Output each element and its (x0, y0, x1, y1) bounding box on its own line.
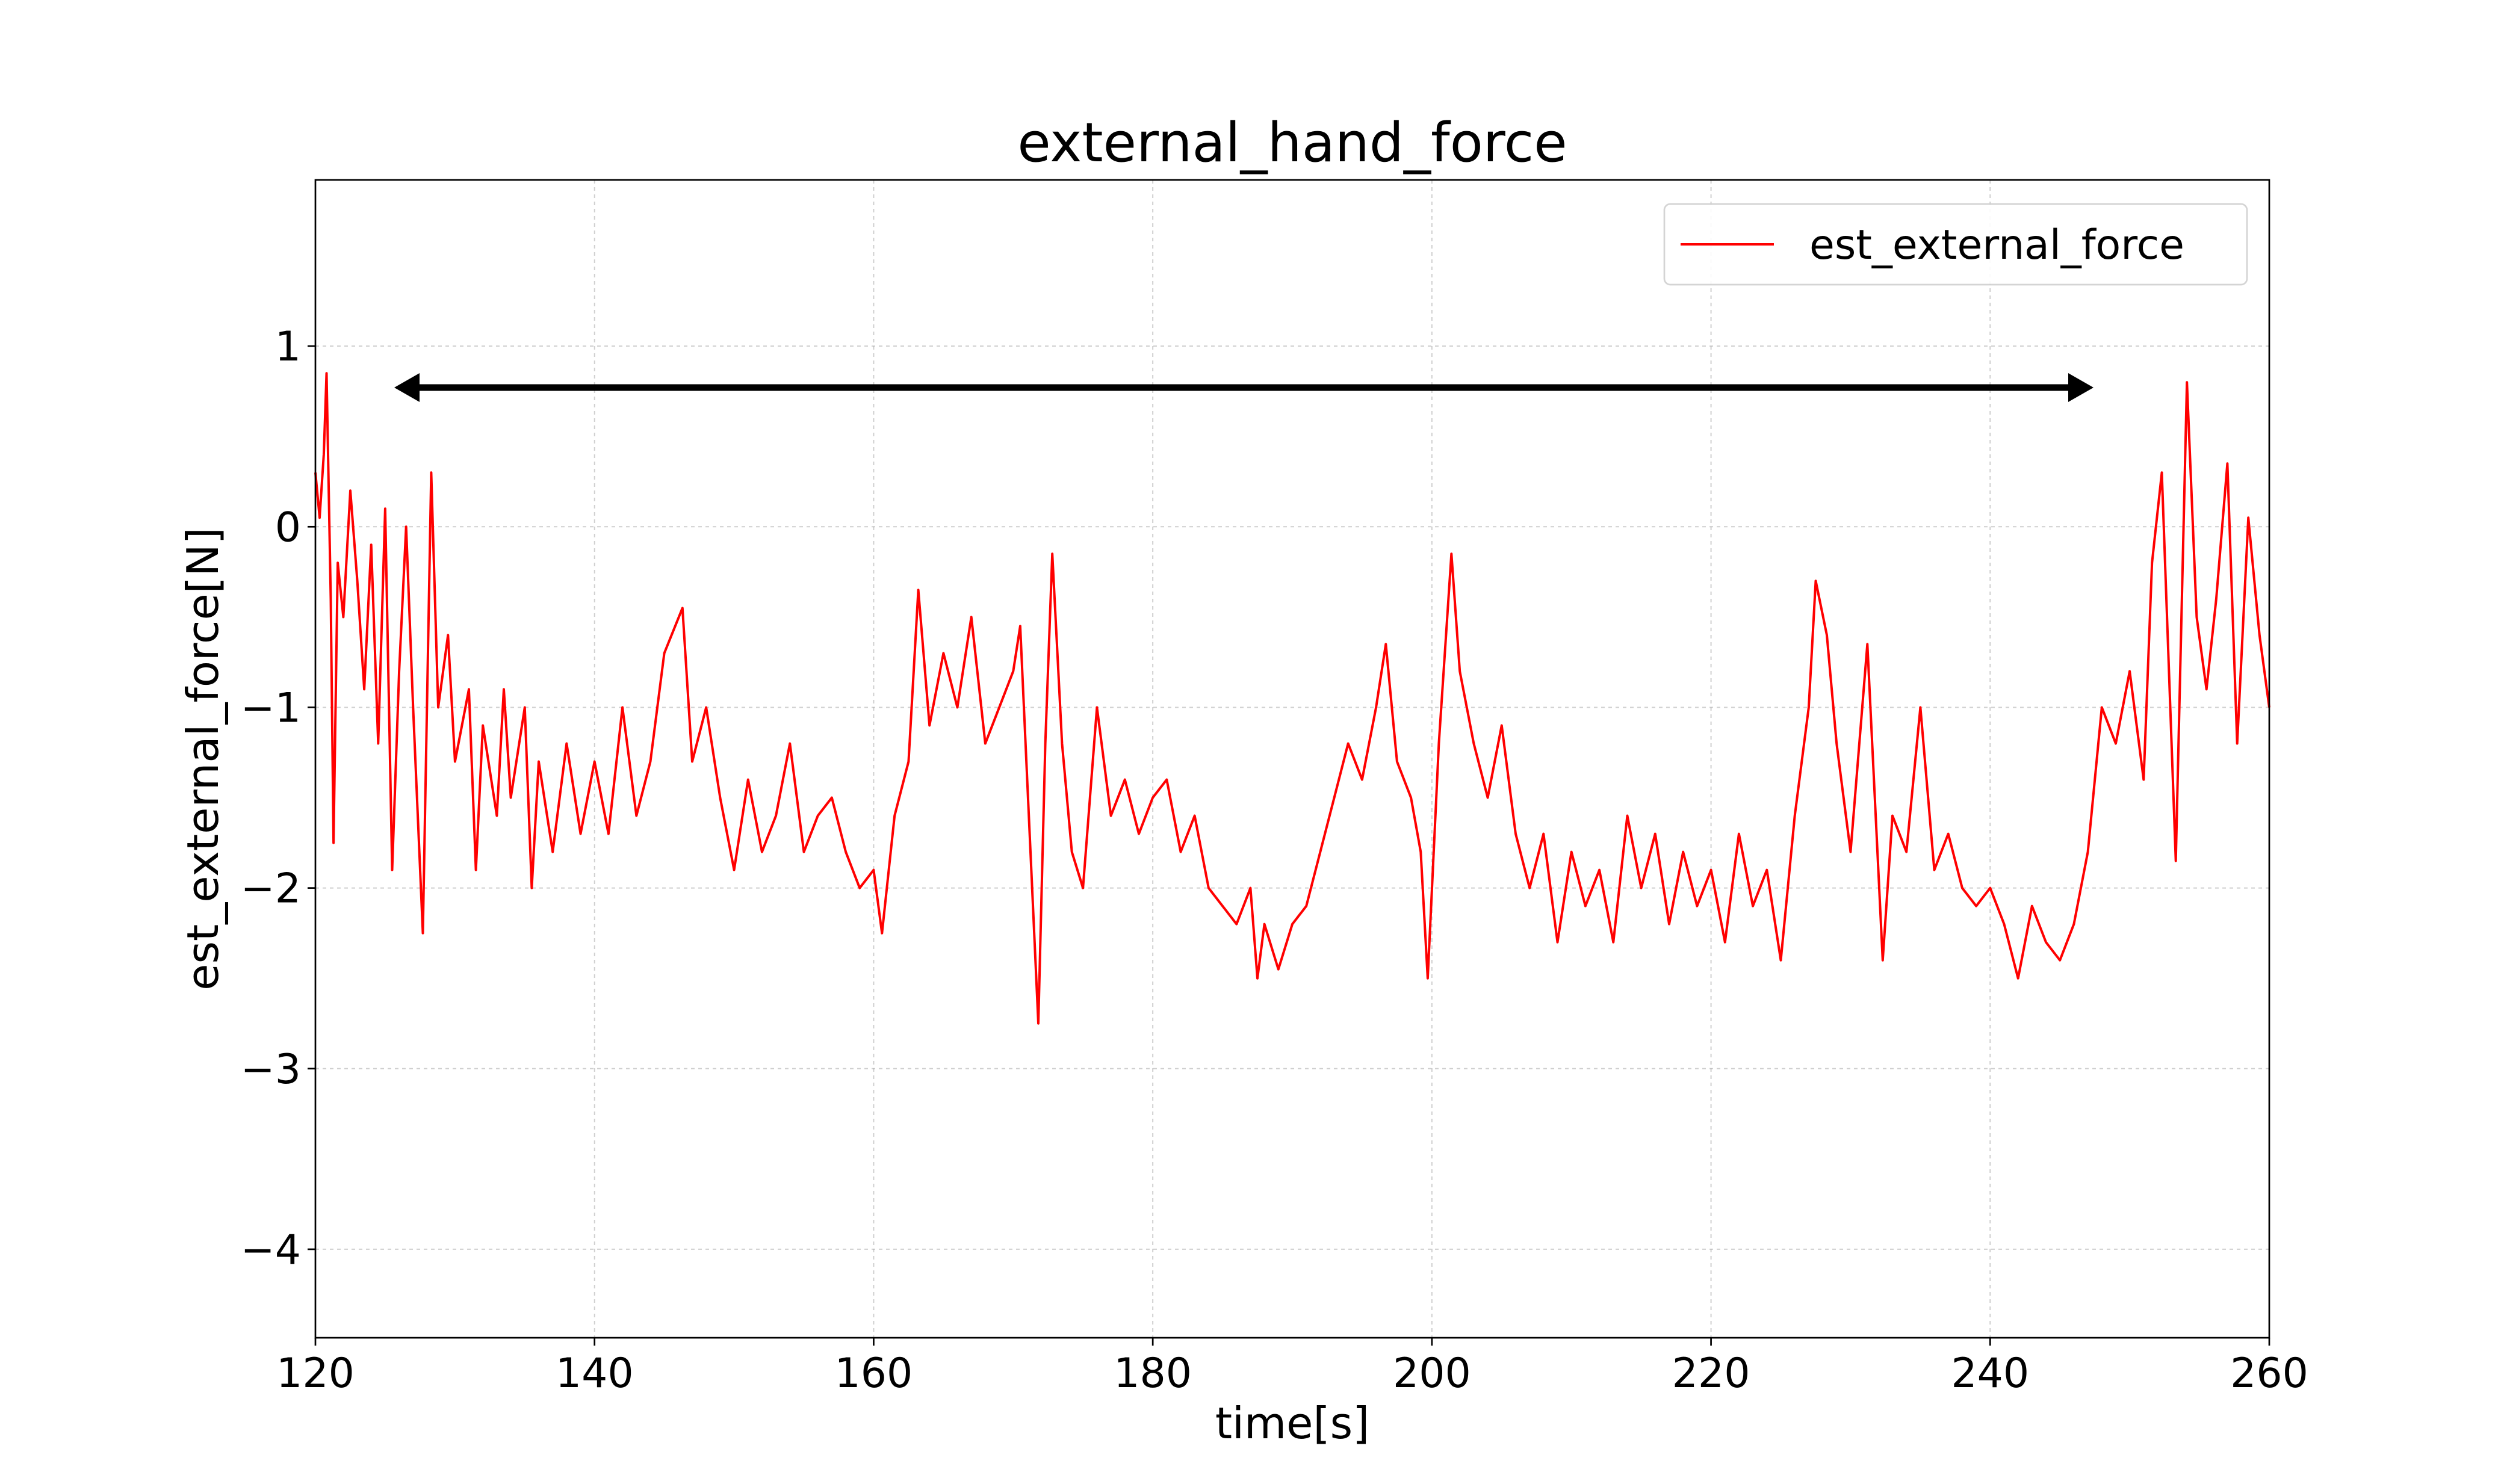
x-tick-label: 140 (556, 1350, 634, 1397)
legend-label: est_external_force (1809, 221, 2184, 269)
data-line (314, 372, 2270, 1025)
y-tick-label: −1 (241, 684, 301, 732)
x-tick-label: 200 (1393, 1350, 1471, 1397)
x-tick-label: 180 (1114, 1350, 1192, 1397)
x-tick-label: 240 (1951, 1350, 2029, 1397)
y-tick-label: −3 (241, 1046, 301, 1093)
x-axis-label: time[s] (1215, 1398, 1369, 1448)
legend-box (1663, 203, 2248, 286)
x-tick-label: 120 (276, 1350, 355, 1397)
y-tick-label: −2 (241, 865, 301, 913)
grid (315, 180, 2270, 1338)
y-tick-label: −4 (241, 1226, 301, 1274)
y-axis-label: est_external_force[N] (178, 527, 228, 991)
arrow-head (2068, 373, 2094, 402)
chart-title: external_hand_force (1017, 111, 1567, 175)
arrow-annotation (394, 373, 2094, 402)
y-tick-label: 0 (275, 504, 301, 551)
legend: est_external_force (1663, 203, 2248, 286)
y-tick-label: 1 (275, 323, 301, 371)
x-tick-label: 160 (835, 1350, 913, 1397)
arrow-head (394, 373, 420, 402)
plot-area (314, 372, 2270, 1025)
x-tick-label: 260 (2230, 1350, 2308, 1397)
x-tick-label: 220 (1672, 1350, 1750, 1397)
axes-frame (314, 179, 2270, 1339)
